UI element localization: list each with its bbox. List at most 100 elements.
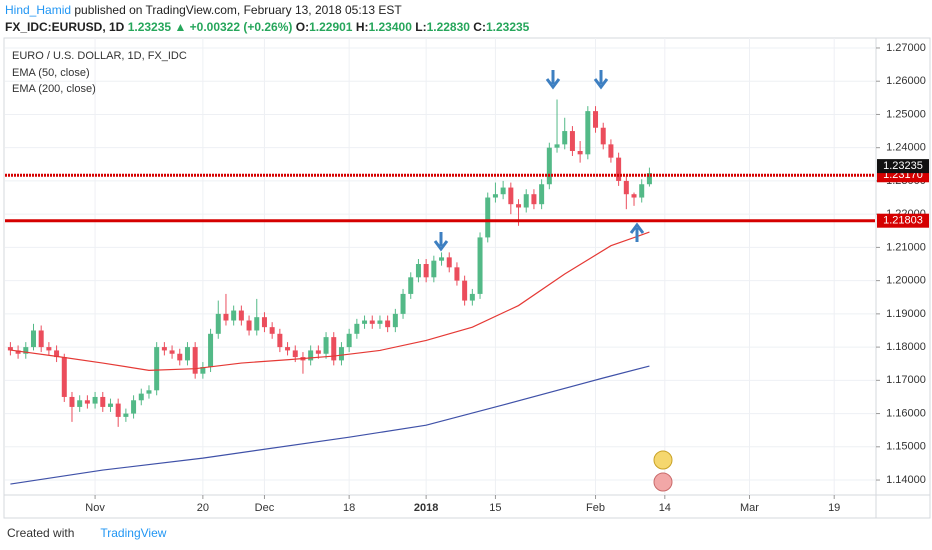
candle-body	[285, 347, 291, 351]
candle-body	[408, 277, 414, 294]
y-tick-label: 1.16000	[886, 407, 926, 419]
candle-body	[115, 403, 121, 417]
o: 1.22901	[309, 20, 353, 34]
l-label: L:	[415, 20, 427, 34]
y-tick-label: 1.18000	[886, 341, 926, 353]
user-name[interactable]: Hind_Hamid	[5, 3, 72, 17]
candle-body	[146, 390, 152, 394]
candle-body	[246, 320, 252, 331]
candle-body	[7, 347, 13, 351]
level-label: 1.21803	[883, 215, 923, 227]
candle-body	[385, 320, 391, 328]
legend-title: EURO / U.S. DOLLAR, 1D, FX_IDC	[12, 50, 187, 62]
candle-body	[192, 347, 198, 374]
arrow-up	[629, 222, 645, 242]
candle-body	[469, 293, 475, 301]
x-tick-label: 19	[828, 502, 840, 514]
candle-body	[585, 111, 591, 155]
candle-body	[208, 333, 214, 368]
candle-body	[608, 144, 614, 158]
candle-body	[546, 147, 552, 185]
candle-body	[623, 180, 629, 195]
frame	[3, 37, 931, 519]
x-tick-label: Feb	[586, 502, 605, 514]
ema-line	[10, 231, 650, 371]
arrow-down	[593, 70, 609, 90]
legend-entry: EMA (200, close)	[12, 83, 96, 95]
candle-body	[131, 400, 137, 414]
candle-body	[500, 187, 506, 195]
candle-body	[516, 204, 522, 208]
candle-body	[54, 350, 60, 358]
h-label: H:	[355, 20, 369, 34]
c-label: C:	[473, 20, 486, 34]
candle-body	[415, 264, 421, 278]
candle-body	[100, 396, 106, 407]
brand[interactable]: TradingView	[100, 526, 167, 540]
candle-body	[377, 320, 383, 324]
x-tick-label: Dec	[255, 502, 275, 514]
candle-body	[600, 127, 606, 145]
candle-body	[400, 293, 406, 314]
x-tick-label: 2018	[414, 502, 438, 514]
candle-body	[215, 313, 221, 334]
candle-body	[446, 257, 452, 268]
legend: EURO / U.S. DOLLAR, 1D, FX_IDC EMA (50, …	[12, 50, 187, 95]
event-icon[interactable]	[653, 450, 673, 470]
candle-body	[277, 333, 283, 348]
footer: Created with TradingView	[7, 526, 166, 540]
candle-body	[107, 403, 113, 407]
candle-body	[569, 131, 575, 152]
candle-body	[77, 400, 83, 407]
candle-body	[362, 320, 368, 324]
y-tick-label: 1.25000	[886, 108, 926, 120]
last-price-box	[877, 159, 929, 174]
y-tick-label: 1.17000	[886, 374, 926, 386]
candle-body	[177, 353, 183, 361]
candle-body	[223, 313, 229, 321]
x-tick-label: 15	[489, 502, 501, 514]
last-price-label: 1.23235	[883, 160, 923, 172]
candle-body	[577, 151, 583, 155]
candle-body	[84, 400, 90, 404]
x-tick-label: Mar	[740, 502, 759, 514]
candle-body	[485, 197, 491, 238]
x-tick-label: Nov	[85, 502, 105, 514]
candle-body	[23, 347, 29, 354]
y-tick-label: 1.24000	[886, 142, 926, 154]
candle-body	[92, 396, 98, 404]
candle-body	[423, 264, 429, 278]
created-with: Created with	[7, 526, 75, 540]
x-tick-label: 14	[659, 502, 671, 514]
annotations	[433, 70, 673, 492]
candle-body	[46, 347, 52, 351]
ema-line	[10, 365, 650, 485]
change: ▲ +0.00322 (+0.26%)	[174, 20, 293, 34]
event-icon[interactable]	[653, 472, 673, 492]
candle-body	[69, 396, 75, 407]
candle-body	[200, 367, 206, 374]
arrow-down	[433, 232, 449, 252]
symbol: FX_IDC:EURUSD, 1D	[5, 20, 125, 34]
candle-body	[184, 347, 190, 361]
legend-entry: EMA (50, close)	[12, 67, 90, 79]
y-tick-label: 1.14000	[886, 474, 926, 486]
y-tick-label: 1.15000	[886, 441, 926, 453]
candle-body	[454, 267, 460, 281]
candle-body	[308, 350, 314, 361]
candle-body	[492, 194, 498, 198]
candle-body	[562, 131, 568, 145]
candle-body	[462, 280, 468, 301]
published: published on TradingView.com, February 1…	[74, 3, 402, 17]
candle-body	[154, 347, 160, 391]
candle-body	[631, 194, 637, 198]
y-tick-label: 1.19000	[886, 308, 926, 320]
level-label-box	[877, 213, 929, 228]
candle-body	[593, 111, 599, 128]
y-tick-label: 1.20000	[886, 275, 926, 287]
candle-body	[646, 173, 652, 185]
l: 1.22830	[426, 20, 470, 34]
candle-body	[61, 357, 67, 397]
